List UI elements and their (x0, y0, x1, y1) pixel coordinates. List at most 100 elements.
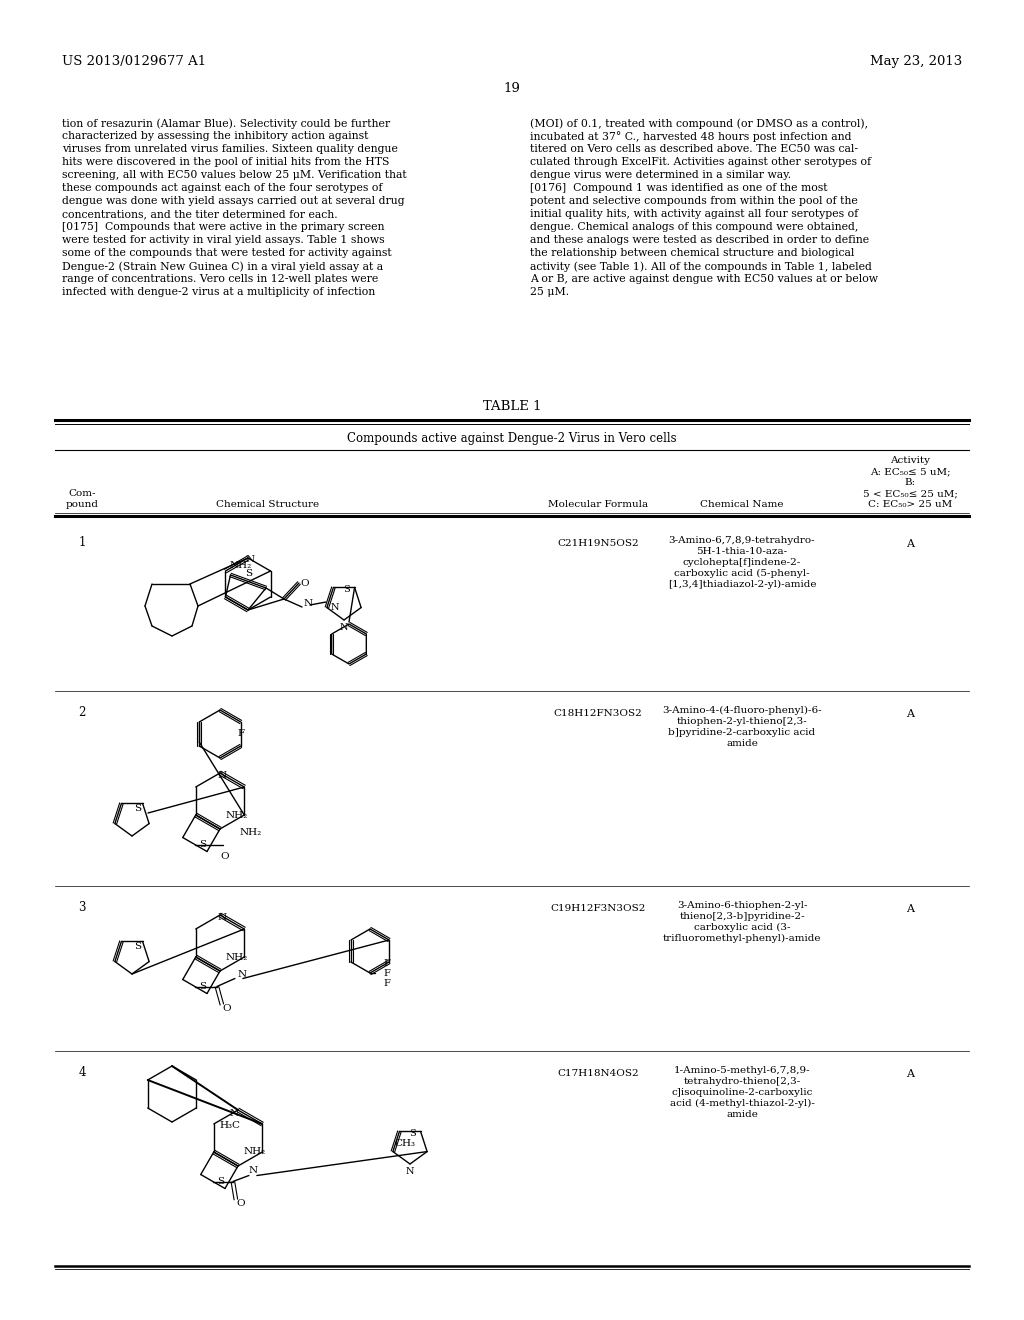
Text: dengue. Chemical analogs of this compound were obtained,: dengue. Chemical analogs of this compoun… (530, 222, 858, 232)
Text: S: S (200, 982, 207, 991)
Text: 3: 3 (78, 902, 86, 913)
Text: Compounds active against Dengue-2 Virus in Vero cells: Compounds active against Dengue-2 Virus … (347, 432, 677, 445)
Text: the relationship between chemical structure and biological: the relationship between chemical struct… (530, 248, 854, 257)
Text: C17H18N4OS2: C17H18N4OS2 (557, 1069, 639, 1078)
Text: S: S (200, 840, 207, 849)
Text: 3-Amino-6-thiophen-2-yl-: 3-Amino-6-thiophen-2-yl- (677, 902, 807, 909)
Text: Chemical Structure: Chemical Structure (216, 500, 319, 510)
Text: thieno[2,3-b]pyridine-2-: thieno[2,3-b]pyridine-2- (679, 912, 805, 921)
Text: concentrations, and the titer determined for each.: concentrations, and the titer determined… (62, 209, 338, 219)
Text: amide: amide (726, 1110, 758, 1119)
Text: O: O (222, 1005, 231, 1012)
Text: F: F (238, 730, 245, 738)
Text: F: F (384, 978, 390, 987)
Text: N: N (238, 970, 247, 979)
Text: CH₃: CH₃ (394, 1139, 416, 1148)
Text: these compounds act against each of the four serotypes of: these compounds act against each of the … (62, 183, 383, 193)
Text: 1: 1 (78, 536, 86, 549)
Text: NH₂: NH₂ (240, 828, 262, 837)
Text: Chemical Name: Chemical Name (700, 500, 783, 510)
Text: S: S (343, 585, 350, 594)
Text: viruses from unrelated virus families. Sixteen quality dengue: viruses from unrelated virus families. S… (62, 144, 398, 154)
Text: C21H19N5OS2: C21H19N5OS2 (557, 539, 639, 548)
Text: N: N (406, 1167, 415, 1176)
Text: F: F (384, 969, 390, 978)
Text: trifluoromethyl-phenyl)-amide: trifluoromethyl-phenyl)-amide (663, 935, 821, 942)
Text: O: O (301, 578, 309, 587)
Text: N: N (340, 623, 348, 632)
Text: US 2013/0129677 A1: US 2013/0129677 A1 (62, 55, 206, 69)
Text: amide: amide (726, 739, 758, 748)
Text: initial quality hits, with activity against all four serotypes of: initial quality hits, with activity agai… (530, 209, 858, 219)
Text: Activity: Activity (890, 455, 930, 465)
Text: some of the compounds that were tested for activity against: some of the compounds that were tested f… (62, 248, 391, 257)
Text: H₃C: H₃C (219, 1122, 241, 1130)
Text: 4: 4 (78, 1067, 86, 1078)
Text: [0176]  Compound 1 was identified as one of the most: [0176] Compound 1 was identified as one … (530, 183, 827, 193)
Text: Dengue-2 (Strain New Guinea C) in a viral yield assay at a: Dengue-2 (Strain New Guinea C) in a vira… (62, 261, 383, 272)
Text: hits were discovered in the pool of initial hits from the HTS: hits were discovered in the pool of init… (62, 157, 389, 168)
Text: carboxylic acid (3-: carboxylic acid (3- (693, 923, 791, 932)
Text: S: S (410, 1129, 416, 1138)
Text: N: N (248, 1166, 257, 1175)
Text: range of concentrations. Vero cells in 12-well plates were: range of concentrations. Vero cells in 1… (62, 275, 378, 284)
Text: 5H-1-thia-10-aza-: 5H-1-thia-10-aza- (696, 546, 787, 556)
Text: B:: B: (904, 478, 915, 487)
Text: and these analogs were tested as described in order to define: and these analogs were tested as describ… (530, 235, 869, 246)
Text: 25 μM.: 25 μM. (530, 286, 569, 297)
Text: Molecular Formula: Molecular Formula (548, 500, 648, 510)
Text: (MOI) of 0.1, treated with compound (or DMSO as a control),: (MOI) of 0.1, treated with compound (or … (530, 117, 868, 128)
Text: acid (4-methyl-thiazol-2-yl)-: acid (4-methyl-thiazol-2-yl)- (670, 1100, 814, 1107)
Text: titered on Vero cells as described above. The EC50 was cal-: titered on Vero cells as described above… (530, 144, 858, 154)
Text: cyclohepta[f]indene-2-: cyclohepta[f]indene-2- (683, 558, 801, 568)
Text: May 23, 2013: May 23, 2013 (869, 55, 962, 69)
Text: [0175]  Compounds that were active in the primary screen: [0175] Compounds that were active in the… (62, 222, 384, 232)
Text: culated through ExcelFit. Activities against other serotypes of: culated through ExcelFit. Activities aga… (530, 157, 871, 168)
Text: tion of resazurin (Alamar Blue). Selectivity could be further: tion of resazurin (Alamar Blue). Selecti… (62, 117, 390, 128)
Text: A: A (906, 709, 914, 719)
Text: incubated at 37° C., harvested 48 hours post infection and: incubated at 37° C., harvested 48 hours … (530, 131, 852, 141)
Text: O: O (237, 1199, 245, 1208)
Text: A: A (906, 1069, 914, 1078)
Text: S: S (245, 569, 252, 578)
Text: N: N (217, 913, 226, 923)
Text: NH₂: NH₂ (229, 561, 252, 569)
Text: A: A (906, 904, 914, 913)
Text: b]pyridine-2-carboxylic acid: b]pyridine-2-carboxylic acid (669, 729, 815, 737)
Text: NH₂: NH₂ (244, 1147, 266, 1156)
Text: 3-Amino-4-(4-fluoro-phenyl)-6-: 3-Amino-4-(4-fluoro-phenyl)-6- (663, 706, 822, 715)
Text: tetrahydro-thieno[2,3-: tetrahydro-thieno[2,3- (683, 1077, 801, 1086)
Text: C19H12F3N3OS2: C19H12F3N3OS2 (550, 904, 646, 913)
Text: 1-Amino-5-methyl-6,7,8,9-: 1-Amino-5-methyl-6,7,8,9- (674, 1067, 810, 1074)
Text: A or B, are active against dengue with EC50 values at or below: A or B, are active against dengue with E… (530, 275, 878, 284)
Text: N: N (246, 556, 255, 565)
Text: dengue was done with yield assays carried out at several drug: dengue was done with yield assays carrie… (62, 195, 404, 206)
Text: characterized by assessing the inhibitory action against: characterized by assessing the inhibitor… (62, 131, 369, 141)
Text: thiophen-2-yl-thieno[2,3-: thiophen-2-yl-thieno[2,3- (677, 717, 807, 726)
Text: 5 < EC₅₀≤ 25 uM;: 5 < EC₅₀≤ 25 uM; (862, 488, 957, 498)
Text: carboxylic acid (5-phenyl-: carboxylic acid (5-phenyl- (674, 569, 810, 578)
Text: S: S (217, 1177, 224, 1185)
Text: pound: pound (66, 500, 98, 510)
Text: O: O (220, 851, 229, 861)
Text: infected with dengue-2 virus at a multiplicity of infection: infected with dengue-2 virus at a multip… (62, 286, 375, 297)
Text: 2: 2 (78, 706, 86, 719)
Text: N: N (331, 603, 339, 612)
Text: N: N (229, 1109, 239, 1118)
Text: NH₂: NH₂ (226, 953, 248, 961)
Text: C18H12FN3OS2: C18H12FN3OS2 (554, 709, 642, 718)
Text: A: EC₅₀≤ 5 uM;: A: EC₅₀≤ 5 uM; (869, 467, 950, 477)
Text: were tested for activity in viral yield assays. Table 1 shows: were tested for activity in viral yield … (62, 235, 385, 246)
Text: activity (see Table 1). All of the compounds in Table 1, labeled: activity (see Table 1). All of the compo… (530, 261, 871, 272)
Text: screening, all with EC50 values below 25 μM. Verification that: screening, all with EC50 values below 25… (62, 170, 407, 180)
Text: TABLE 1: TABLE 1 (482, 400, 542, 413)
Text: S: S (134, 942, 141, 950)
Text: 19: 19 (504, 82, 520, 95)
Text: N: N (217, 771, 226, 780)
Text: S: S (134, 804, 141, 813)
Text: c]isoquinoline-2-carboxylic: c]isoquinoline-2-carboxylic (672, 1088, 813, 1097)
Text: C: EC₅₀> 25 uM: C: EC₅₀> 25 uM (868, 500, 952, 510)
Text: 3-Amino-6,7,8,9-tetrahydro-: 3-Amino-6,7,8,9-tetrahydro- (669, 536, 815, 545)
Text: N: N (303, 599, 312, 609)
Text: potent and selective compounds from within the pool of the: potent and selective compounds from with… (530, 195, 858, 206)
